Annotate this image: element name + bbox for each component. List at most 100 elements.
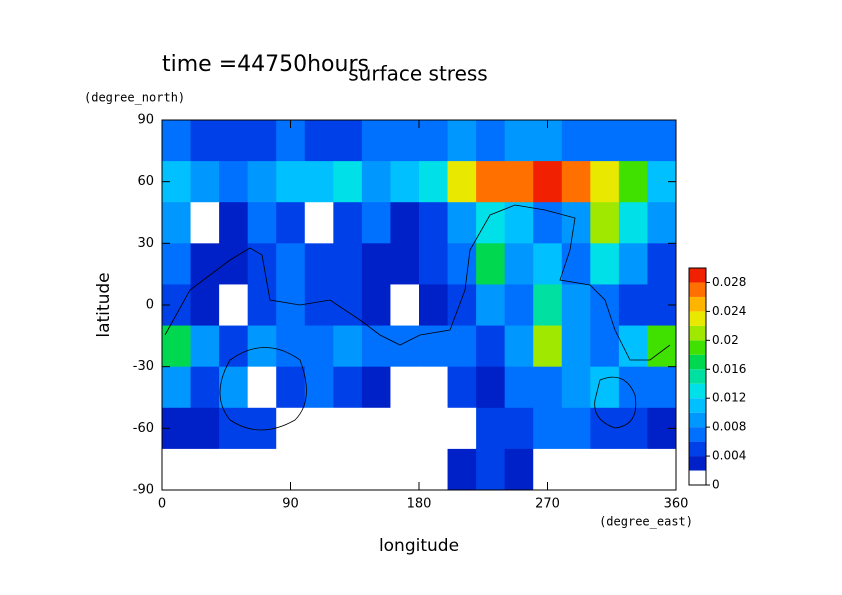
contour-cell [276, 325, 306, 368]
contour-cell [561, 161, 591, 203]
contour-cell [361, 120, 391, 162]
contour-cell [533, 161, 563, 203]
contour-cell [533, 325, 563, 368]
y-tick-label: 90 [137, 113, 154, 128]
contour-cell [276, 161, 306, 203]
contour-cell [447, 448, 477, 491]
contour-cell [247, 284, 277, 327]
x-tick-label: 360 [664, 497, 689, 512]
colorbar-tick-label: 0.012 [712, 391, 746, 405]
colorbar-bin [689, 456, 706, 471]
colorbar-tick-label: 0 [712, 478, 720, 492]
contour-cell [647, 243, 677, 285]
contour-cell [533, 366, 563, 409]
contour-cell [361, 284, 391, 327]
contour-cell [190, 243, 220, 285]
contour-cell [447, 120, 477, 162]
contour-cell [504, 284, 534, 327]
colorbar-bin [689, 354, 706, 370]
contour-cell [219, 407, 249, 450]
contour-cell [561, 407, 591, 450]
colorbar-bin [689, 383, 706, 399]
contour-cell [162, 243, 192, 285]
contour-cell [561, 325, 591, 368]
contour-cell [419, 243, 449, 285]
contour-cell [247, 366, 277, 409]
colorbar-bin [689, 296, 706, 312]
contour-cell [504, 366, 534, 409]
colorbar-bin [689, 282, 706, 297]
colorbar-tick-label: 0.028 [712, 275, 746, 289]
contour-cell [476, 448, 506, 491]
contour-cell [447, 284, 477, 327]
contour-cell [361, 325, 391, 368]
colorbar-tick-label: 0.016 [712, 362, 746, 376]
contour-cell [361, 366, 391, 409]
contour-cell [276, 243, 306, 285]
contour-cell [647, 366, 677, 409]
contour-cell [618, 202, 648, 244]
contour-cell [304, 366, 334, 409]
colorbar-bin [689, 311, 706, 326]
colorbar-bin [689, 412, 706, 428]
contour-cell [476, 366, 506, 409]
contour-cell [476, 120, 506, 162]
coastline [594, 376, 637, 429]
contour-cell [533, 407, 563, 450]
contour-cell [561, 243, 591, 285]
contour-cell [304, 284, 334, 327]
y-tick-label: -30 [133, 359, 154, 374]
contour-cell [390, 120, 420, 162]
contour-cell [447, 407, 477, 450]
contour-cell [504, 202, 534, 244]
contour-cell [304, 161, 334, 203]
contour-cell [447, 202, 477, 244]
contour-cell [333, 448, 363, 491]
colorbar-bin [689, 398, 706, 413]
contour-cell [247, 120, 277, 162]
contour-cell [361, 161, 391, 203]
contour-cell [561, 448, 591, 491]
contour-cell [447, 325, 477, 368]
contour-cell [247, 448, 277, 491]
contour-cell [590, 448, 620, 491]
colorbar-bin [689, 470, 706, 485]
contour-cell [561, 366, 591, 409]
contour-cell [390, 325, 420, 368]
contour-cell [276, 407, 306, 450]
contour-cell [618, 448, 648, 491]
x-tick-label: 270 [535, 497, 560, 512]
subtitle: time =44750hours [162, 52, 369, 77]
contour-cell [190, 448, 220, 491]
contour-cell [476, 161, 506, 203]
colorbar-bin [689, 340, 706, 355]
contour-cell [390, 284, 420, 327]
contour-cell [190, 120, 220, 162]
contour-cell [390, 407, 420, 450]
contour-cell [618, 407, 648, 450]
contour-cell [304, 325, 334, 368]
contour-cell [447, 243, 477, 285]
contour-cell [590, 120, 620, 162]
colorbar-tick-label: 0.004 [712, 449, 746, 463]
contour-cell [219, 161, 249, 203]
contour-cell [476, 325, 506, 368]
contour-cell [561, 284, 591, 327]
contour-cell [333, 161, 363, 203]
contour-cell [390, 202, 420, 244]
x-unit: (degree_east) [599, 515, 693, 529]
contour-cell [247, 161, 277, 203]
contour-cell [419, 202, 449, 244]
contour-cell [504, 120, 534, 162]
contour-cell [361, 243, 391, 285]
contour-cell [162, 366, 192, 409]
y-tick-label: 0 [146, 298, 154, 313]
contour-cell [333, 243, 363, 285]
contour-cell [504, 161, 534, 203]
contour-cell [390, 161, 420, 203]
contour-cell [590, 407, 620, 450]
contour-cell [190, 366, 220, 409]
contour-cell [219, 202, 249, 244]
contour-cell [419, 366, 449, 409]
